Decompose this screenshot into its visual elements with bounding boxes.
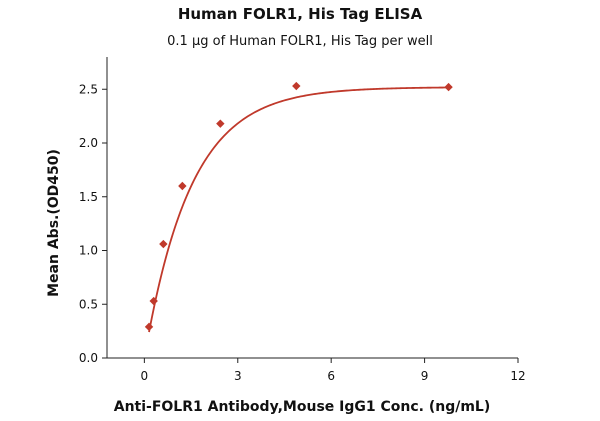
data-point — [444, 82, 453, 92]
x-tick-label: 6 — [327, 369, 335, 383]
data-point — [292, 81, 301, 91]
y-tick-label: 1.5 — [79, 190, 98, 204]
y-tick-label: 1.0 — [79, 244, 98, 258]
x-tick-label: 3 — [234, 369, 242, 383]
x-tick-label: 9 — [421, 369, 429, 383]
chart-title: Human FOLR1, His Tag ELISA — [178, 5, 423, 23]
chart-subtitle: 0.1 μg of Human FOLR1, His Tag per well — [167, 34, 433, 49]
x-axis-label: Anti-FOLR1 Antibody,Mouse IgG1 Conc. (ng… — [114, 399, 491, 415]
y-tick-label: 2.0 — [79, 136, 98, 150]
axes: 0 3 6 9 12 0.0 0.5 1.0 1.5 2.0 2.5 — [79, 57, 526, 383]
data-point — [178, 181, 187, 191]
x-tick-label: 12 — [510, 369, 525, 383]
y-axis-label: Mean Abs.(OD450) — [46, 149, 62, 297]
data-point — [216, 119, 225, 128]
y-tick-label: 0.0 — [79, 351, 98, 365]
y-tick-label: 0.5 — [79, 297, 98, 311]
data-point — [149, 296, 158, 306]
y-tick-label: 2.5 — [79, 82, 98, 96]
fit-curve — [148, 86, 449, 333]
x-tick-label: 0 — [141, 369, 149, 383]
data-point — [144, 322, 154, 332]
data-point — [159, 239, 168, 249]
data-points-layer — [144, 81, 453, 332]
fit-curve-layer — [148, 86, 449, 333]
